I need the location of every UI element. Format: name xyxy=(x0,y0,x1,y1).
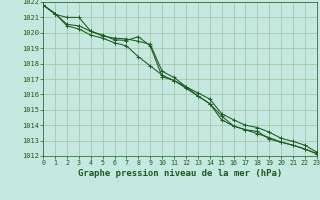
X-axis label: Graphe pression niveau de la mer (hPa): Graphe pression niveau de la mer (hPa) xyxy=(78,169,282,178)
